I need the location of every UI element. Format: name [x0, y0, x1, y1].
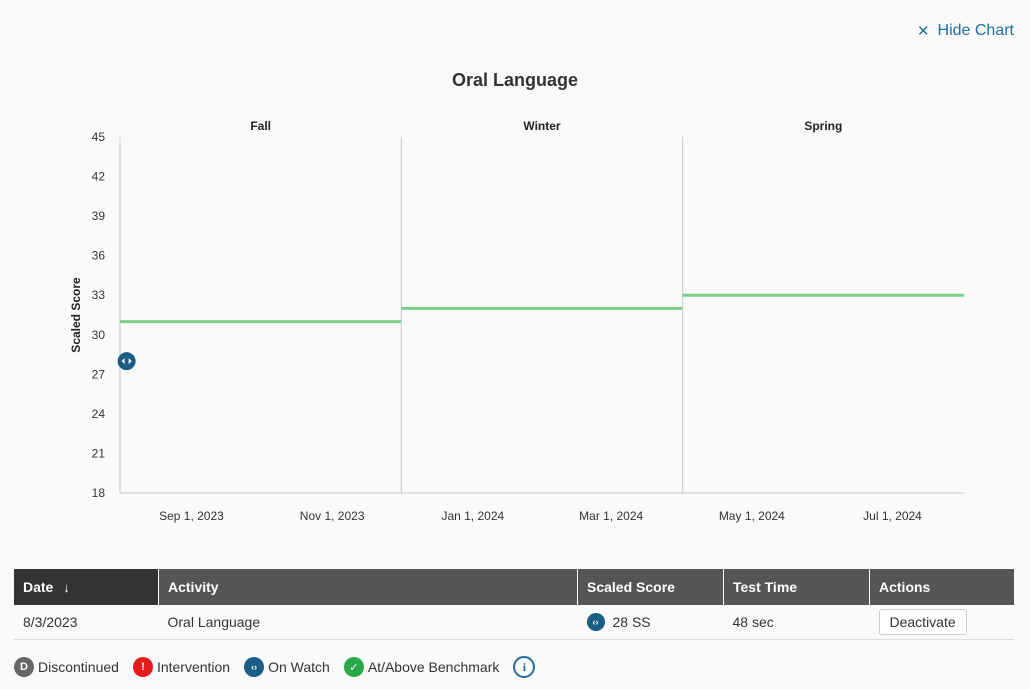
row-actions-cell: Deactivate: [869, 605, 1014, 640]
on-watch-icon: ‹›: [244, 657, 265, 677]
date-header-label: Date: [23, 579, 54, 595]
y-tick-label: 36: [92, 249, 106, 263]
row-date: 8/3/2023: [14, 605, 159, 640]
x-tick-label: Jan 1, 2024: [441, 509, 504, 523]
score-column-header: Scaled Score: [577, 569, 724, 605]
time-column-header: Test Time: [723, 569, 870, 605]
actions-column-header: Actions: [869, 569, 1014, 605]
y-tick-label: 21: [92, 446, 106, 460]
legend-intervention-label: Intervention: [156, 659, 231, 675]
y-tick-label: 33: [92, 288, 106, 302]
x-tick-label: Mar 1, 2024: [579, 509, 643, 523]
legend-item-intervention: ! Intervention: [132, 657, 231, 677]
activity-column-header: Activity: [158, 569, 578, 605]
y-tick-label: 27: [92, 367, 106, 381]
scores-table: Date ↓ Activity Scaled Score Test Time A…: [14, 569, 1014, 640]
y-tick-label: 39: [92, 209, 106, 223]
chart-plot: Fall Winter Spring 18 21 24 27 30 33 36 39 42 45 Sep …: [69, 119, 964, 523]
legend-item-on-watch: ‹› On Watch: [244, 657, 330, 677]
on-watch-icon: ‹›: [586, 613, 605, 631]
legend-item-discontinued: D Discontinued: [14, 657, 119, 677]
chart-title: Oral Language: [451, 70, 579, 90]
legend-benchmark-label: At/Above Benchmark: [367, 659, 500, 675]
row-time: 48 sec: [723, 605, 870, 640]
score-header-label: Scaled Score: [587, 579, 675, 595]
legend-item-benchmark: ✓ At/Above Benchmark: [343, 657, 500, 677]
hide-chart-label: Hide Chart: [937, 22, 1014, 39]
y-tick-label: 24: [92, 407, 106, 421]
x-tick-label: Jul 1, 2024: [863, 509, 922, 523]
x-tick-label: May 1, 2024: [719, 509, 785, 523]
info-icon[interactable]: i: [513, 656, 536, 678]
season-label: Winter: [523, 119, 561, 133]
date-column-header[interactable]: Date ↓: [14, 569, 159, 605]
y-axis-title: Scaled Score: [69, 277, 83, 353]
legend-on-watch-label: On Watch: [268, 659, 330, 675]
legend: D Discontinued ! Intervention ‹› On Watc…: [14, 656, 536, 678]
time-header-label: Test Time: [733, 579, 798, 595]
intervention-icon: !: [132, 657, 153, 677]
close-icon: ✕: [916, 23, 930, 40]
row-score-cell: ‹› 28 SS: [577, 605, 724, 640]
point-arrow-left: [121, 358, 125, 365]
x-tick-label: Sep 1, 2023: [159, 509, 224, 523]
season-label: Spring: [804, 119, 842, 133]
discontinued-icon: D: [14, 657, 34, 677]
sort-down-icon: ↓: [63, 580, 70, 595]
y-tick-label: 30: [92, 328, 106, 342]
table-row: 8/3/2023 Oral Language ‹› 28 SS 48 sec D…: [14, 605, 1014, 640]
x-tick-label: Nov 1, 2023: [300, 509, 365, 523]
y-tick-label: 45: [92, 130, 106, 144]
table-header-row: Date ↓ Activity Scaled Score Test Time A…: [14, 569, 1014, 605]
actions-header-label: Actions: [879, 579, 931, 595]
hide-chart-button[interactable]: ✕ Hide Chart: [917, 22, 1014, 40]
row-score: 28 SS: [612, 614, 651, 630]
deactivate-button[interactable]: Deactivate: [878, 609, 967, 635]
point-arrow-right: [128, 358, 132, 365]
season-label: Fall: [250, 119, 271, 133]
y-tick-label: 42: [92, 170, 106, 184]
y-tick-label: 18: [92, 486, 106, 500]
activity-header-label: Activity: [168, 579, 219, 595]
row-activity: Oral Language: [158, 605, 578, 640]
legend-discontinued-label: Discontinued: [38, 659, 119, 675]
on-watch-point: [117, 352, 136, 371]
checkmark-icon: ✓: [343, 657, 364, 677]
